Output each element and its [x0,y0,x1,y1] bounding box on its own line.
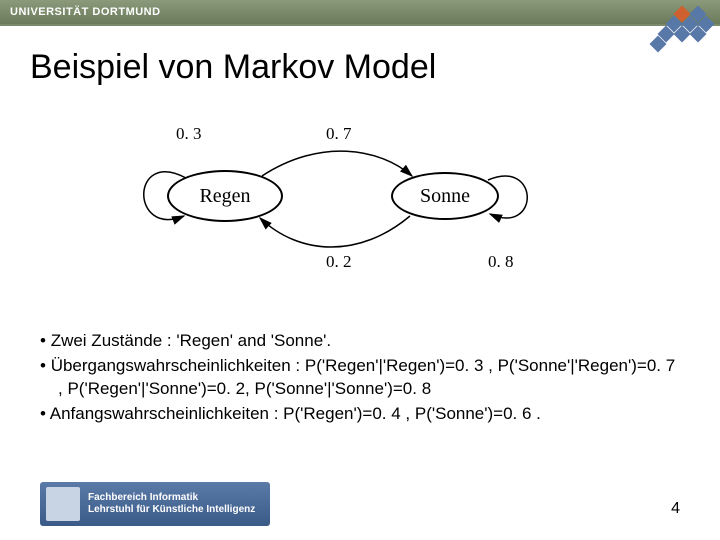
prob-sonne-sonne: 0. 8 [488,252,514,272]
header-bar: UNIVERSITÄT DORTMUND [0,0,720,24]
slide-title: Beispiel von Markov Model [30,48,436,87]
bullet-3: Anfangswahrscheinlichkeiten : P('Regen')… [40,403,680,426]
slide-number: 4 [671,500,680,518]
state-sonne-label: Sonne [420,185,470,208]
markov-diagram: Regen Sonne 0. 3 0. 7 0. 2 0. 8 [0,108,720,288]
footer-logo: Fachbereich Informatik Lehrstuhl für Kün… [40,482,270,526]
footer-logo-icon [46,487,80,521]
prob-regen-sonne: 0. 7 [326,124,352,144]
university-prefix: UNIVERSITÄT [10,6,89,18]
bullet-1: Zwei Zustände : 'Regen' and 'Sonne'. [40,330,680,353]
university-name: UNIVERSITÄT DORTMUND [0,6,161,18]
prob-regen-regen: 0. 3 [176,124,202,144]
state-sonne: Sonne [391,172,499,220]
prob-sonne-regen: 0. 2 [326,252,352,272]
university-bold: DORTMUND [92,6,160,18]
bullet-2: Übergangswahrscheinlichkeiten : P('Regen… [40,355,680,401]
bullet-list: Zwei Zustände : 'Regen' and 'Sonne'. Übe… [40,330,680,428]
header-divider [0,24,720,26]
state-regen: Regen [167,170,283,222]
state-regen-label: Regen [199,185,250,208]
footer-line2: Lehrstuhl für Künstliche Intelligenz [88,504,255,516]
logo-cubes [630,4,710,50]
footer-line1: Fachbereich Informatik [88,492,255,504]
diagram-svg [0,108,720,288]
footer-logo-text: Fachbereich Informatik Lehrstuhl für Kün… [88,492,255,516]
